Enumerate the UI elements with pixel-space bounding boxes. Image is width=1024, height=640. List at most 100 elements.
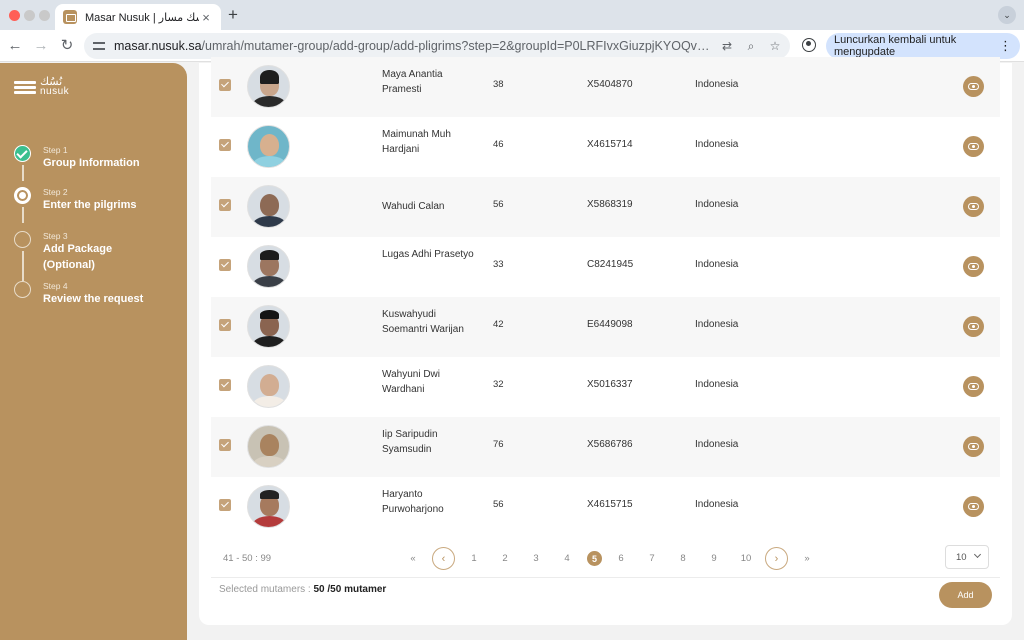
chevron-down-icon [973, 550, 982, 559]
selected-label: Selected mutamers : [219, 584, 311, 595]
pilgrim-name: Wahyuni Dwi Wardhani [382, 369, 440, 395]
pilgrim-age: 56 [493, 199, 504, 210]
browser-tab-bar: Masar Nusuk | نسك مسار × + ⌄ [0, 0, 1024, 30]
step-title: Enter the pilgrims [43, 199, 137, 211]
translate-icon[interactable]: ⇄ [721, 39, 733, 53]
view-eye-icon[interactable] [963, 376, 984, 397]
step-title: Review the request [43, 293, 144, 305]
browser-toolbar: ← → ↻ masar.nusuk.sa/umrah/mutamer-group… [0, 30, 1024, 62]
view-eye-icon[interactable] [963, 196, 984, 217]
maximize-window-button[interactable] [39, 10, 50, 21]
row-checkbox[interactable] [219, 199, 231, 211]
table-row: Maya Anantia Pramesti 38 X5404870 Indone… [211, 57, 1000, 117]
page-button-4[interactable]: 4 [564, 553, 570, 564]
zoom-icon[interactable]: ⌕ [747, 38, 755, 53]
table-row: Wahudi Calan 56 X5868319 Indonesia [211, 177, 1000, 237]
view-eye-icon[interactable] [963, 316, 984, 337]
pagination-range: 41 - 50 : 99 [223, 553, 272, 564]
forward-arrow-icon[interactable]: → [33, 37, 49, 54]
page-button-1[interactable]: 1 [471, 553, 477, 564]
bookmark-star-icon[interactable]: ☆ [769, 39, 781, 53]
row-checkbox[interactable] [219, 319, 231, 331]
pilgrim-age: 56 [493, 499, 504, 510]
selected-count: 50 /50 mutamer [313, 584, 387, 595]
page-button-10[interactable]: 10 [740, 553, 752, 564]
pilgrim-age: 33 [493, 259, 504, 270]
page-button-2[interactable]: 2 [502, 553, 508, 564]
avatar [247, 425, 290, 468]
pilgrim-nationality: Indonesia [695, 379, 739, 390]
last-page-button[interactable]: » [804, 553, 810, 564]
new-tab-button[interactable]: + [228, 5, 238, 24]
table-row: Wahyuni Dwi Wardhani 32 X5016337 Indones… [211, 357, 1000, 417]
view-eye-icon[interactable] [963, 496, 984, 517]
address-bar[interactable]: masar.nusuk.sa/umrah/mutamer-group/add-g… [84, 33, 790, 59]
logo-english-text: nusuk [40, 86, 70, 97]
relaunch-update-button[interactable]: Luncurkan kembali untuk mengupdate ⋮ [826, 33, 1020, 59]
pilgrim-passport: X5868319 [587, 199, 633, 210]
pilgrim-name: Kuswahyudi Soemantri Warijan [382, 309, 464, 335]
nusuk-favicon-icon [63, 10, 77, 24]
row-checkbox[interactable] [219, 259, 231, 271]
add-button[interactable]: Add [939, 582, 992, 608]
view-eye-icon[interactable] [963, 436, 984, 457]
page-button-5-active[interactable]: 5 [587, 551, 602, 566]
pilgrim-passport: X4615714 [587, 139, 633, 150]
pilgrim-age: 32 [493, 379, 504, 390]
profile-icon[interactable] [802, 38, 816, 52]
reload-icon[interactable]: ↻ [60, 37, 74, 54]
table-row: Haryanto Purwoharjono 56 X4615715 Indone… [211, 477, 1000, 537]
page-button-8[interactable]: 8 [680, 553, 686, 564]
close-tab-icon[interactable]: × [202, 9, 210, 25]
prev-page-button[interactable]: ‹ [432, 547, 455, 570]
back-arrow-icon[interactable]: ← [7, 37, 23, 54]
view-eye-icon[interactable] [963, 76, 984, 97]
row-checkbox[interactable] [219, 379, 231, 391]
url-path: /umrah/mutamer-group/add-group/add-pligr… [201, 39, 710, 53]
tab-search-chevron-icon[interactable]: ⌄ [998, 6, 1016, 24]
close-window-button[interactable] [9, 10, 20, 21]
selected-mutamers: Selected mutamers : 50 /50 mutamer [219, 584, 386, 595]
url-domain: masar.nusuk.sa [114, 39, 202, 53]
pilgrim-nationality: Indonesia [695, 79, 739, 90]
more-menu-icon[interactable]: ⋮ [999, 38, 1012, 53]
page-button-7[interactable]: 7 [649, 553, 655, 564]
row-checkbox[interactable] [219, 79, 231, 91]
page-button-6[interactable]: 6 [618, 553, 624, 564]
pilgrim-nationality: Indonesia [695, 439, 739, 450]
url-text[interactable]: masar.nusuk.sa/umrah/mutamer-group/add-g… [114, 39, 710, 53]
avatar [247, 305, 290, 348]
page-button-9[interactable]: 9 [711, 553, 717, 564]
pilgrim-passport: E6449098 [587, 319, 633, 330]
row-checkbox[interactable] [219, 439, 231, 451]
logo-arabic-text: نُسُك [40, 76, 63, 88]
step-connector [22, 165, 24, 181]
browser-tab[interactable]: Masar Nusuk | نسك مسار × [55, 4, 221, 30]
site-settings-icon[interactable] [92, 39, 106, 53]
avatar [247, 365, 290, 408]
row-checkbox[interactable] [219, 499, 231, 511]
minimize-window-button[interactable] [24, 10, 35, 21]
step-connector [22, 207, 24, 223]
step-title: Add Package (Optional) [43, 243, 113, 271]
avatar [247, 125, 290, 168]
pilgrims-panel: Maya Anantia Pramesti 3 8 X5404870 Indone… [199, 57, 1012, 625]
next-page-button[interactable]: › [765, 547, 788, 570]
pilgrim-name: Iip Saripudin Syamsudin [382, 429, 438, 455]
row-checkbox[interactable] [219, 139, 231, 151]
first-page-button[interactable]: « [410, 553, 416, 564]
step-done-check-icon [14, 145, 31, 162]
page-button-3[interactable]: 3 [533, 553, 539, 564]
per-page-select[interactable]: 10 [945, 545, 989, 569]
avatar [247, 65, 290, 108]
step-number: Step 1 [43, 145, 68, 155]
table-row: Lugas Adhi Prasetyo 33 C8241945 Indonesi… [211, 237, 1000, 297]
view-eye-icon[interactable] [963, 136, 984, 157]
pilgrim-passport: X5404870 [587, 79, 633, 90]
pilgrim-age: 76 [493, 439, 504, 450]
pilgrim-name: Maya Anantia Pramesti [382, 69, 443, 95]
per-page-value: 10 [956, 551, 967, 563]
view-eye-icon[interactable] [963, 256, 984, 277]
pilgrim-name: Maimunah Muh Hardjani [382, 129, 451, 155]
pilgrim-passport: X5016337 [587, 379, 633, 390]
